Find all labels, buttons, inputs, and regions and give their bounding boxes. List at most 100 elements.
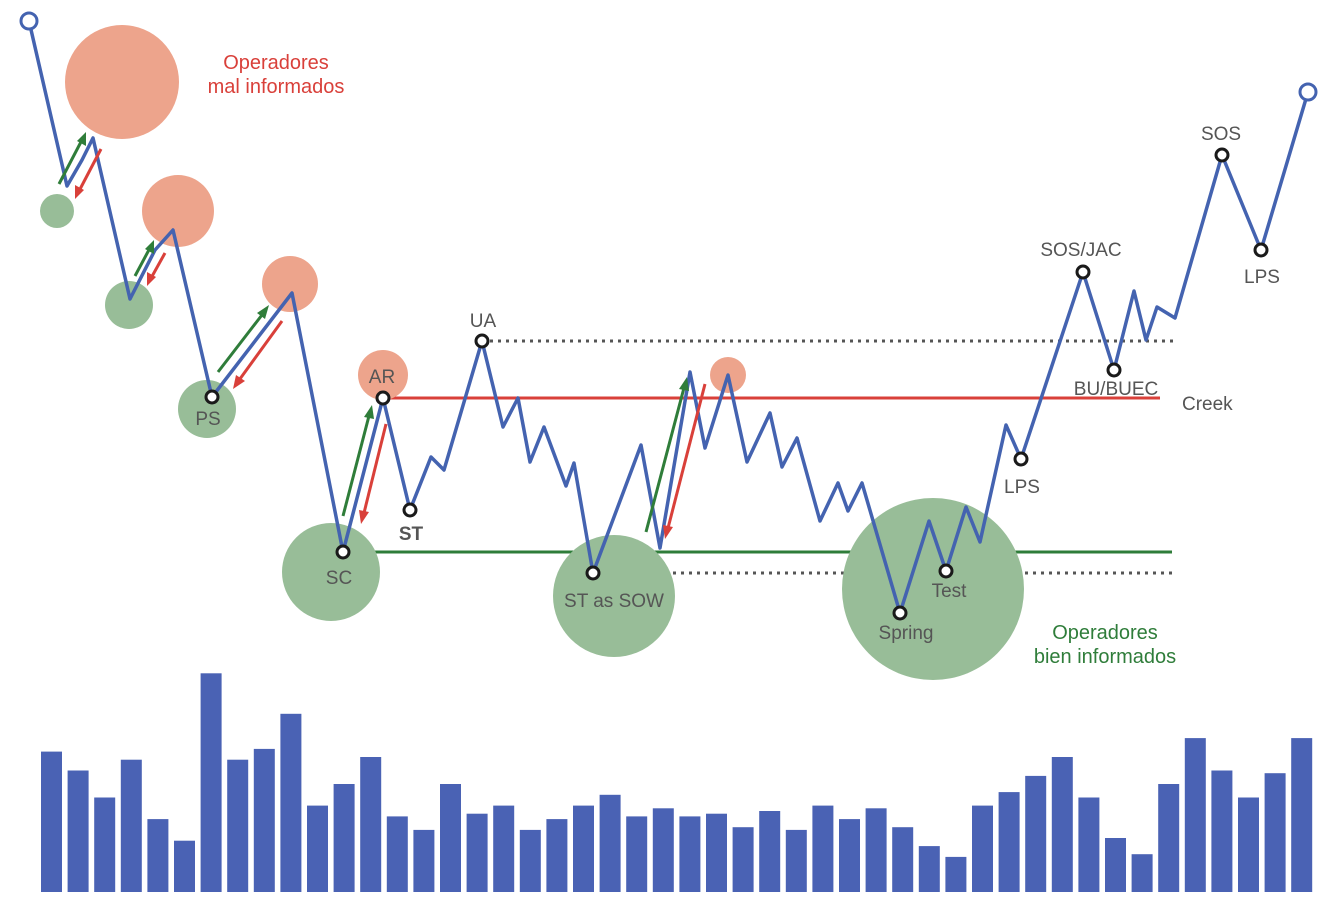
volume-bar	[120, 759, 142, 892]
volume-bar	[147, 819, 169, 892]
volume-bar	[1158, 784, 1180, 892]
volume-bar	[732, 827, 754, 892]
volume-bar	[227, 759, 249, 892]
uninformed-traders-line2: mal informados	[208, 76, 345, 98]
arrow-down-5	[663, 383, 707, 539]
informed-bubble-ps	[178, 380, 236, 438]
marker-ps	[204, 389, 220, 405]
marker-lps-2	[1253, 242, 1269, 258]
uninformed-bubble-ps	[262, 256, 318, 312]
volume-bar	[945, 856, 967, 892]
volume-bar	[41, 751, 62, 892]
marker-ar	[375, 390, 391, 406]
volume-bar	[307, 805, 328, 892]
volume-bar	[360, 757, 382, 892]
label-lps-2: LPS	[1244, 267, 1280, 288]
marker-test	[938, 563, 954, 579]
volume-bar	[94, 797, 116, 892]
informed-bubble-st-sow	[553, 535, 675, 657]
volume-bar	[174, 840, 195, 892]
volume-bar	[1051, 757, 1073, 892]
label-spring: Spring	[879, 623, 934, 644]
volume-bar	[1105, 838, 1126, 892]
volume-bar	[573, 805, 594, 892]
volume-bar	[493, 805, 515, 892]
label-ua: UA	[470, 311, 497, 332]
volume-bar	[812, 805, 834, 892]
volume-bar	[386, 816, 408, 892]
volume-bars	[41, 673, 1313, 892]
volume-bar	[652, 808, 674, 892]
informed-bubble-small	[40, 194, 74, 228]
label-st: ST	[399, 524, 424, 545]
arrow-down-1	[75, 148, 103, 199]
informed-traders-line2: bien informados	[1034, 646, 1176, 668]
label-bu-buec: BU/BUEC	[1074, 379, 1158, 400]
marker-sos	[1214, 147, 1230, 163]
volume-bar	[998, 792, 1020, 892]
uninformed-bubble-medium	[142, 175, 214, 247]
volume-bar	[892, 827, 914, 892]
volume-bar	[333, 784, 355, 892]
volume-bar	[1238, 797, 1259, 892]
informed-bubble-spring	[842, 498, 1024, 680]
informed-bubble-sc	[282, 523, 380, 621]
arrow-down-3	[233, 320, 284, 389]
arrow-down-2	[147, 252, 167, 286]
arrow-up-5	[644, 377, 689, 533]
volume-bar	[466, 813, 488, 892]
volume-bar	[253, 748, 275, 892]
marker-bu-buec	[1106, 362, 1122, 378]
volume-bar	[839, 819, 860, 892]
uninformed-bubble-ar	[358, 350, 408, 400]
volume-bar	[599, 794, 621, 892]
volume-bar	[280, 713, 302, 892]
volume-bar	[626, 816, 648, 892]
volume-bar	[785, 829, 807, 892]
arrow-up-2	[133, 240, 154, 277]
label-sos-jac: SOS/JAC	[1040, 240, 1121, 261]
informed-traders-line1: Operadores	[1052, 622, 1158, 644]
marker-st	[402, 502, 418, 518]
label-ps: PS	[195, 409, 220, 430]
label-ar: AR	[369, 367, 395, 388]
volume-bar	[759, 811, 781, 892]
volume-bar	[706, 813, 727, 892]
volume-bar	[440, 784, 461, 892]
volume-bar	[546, 819, 568, 892]
volume-bar	[413, 829, 435, 892]
uninformed-traders-line1: Operadores	[223, 52, 329, 74]
marker-st-sow	[585, 565, 601, 581]
arrow-up-3	[216, 305, 269, 373]
volume-bar	[200, 673, 222, 892]
label-st-sow: ST as SOW	[564, 591, 664, 612]
uninformed-bubble-large	[65, 25, 179, 139]
volume-bar	[1291, 738, 1313, 892]
arrow-up-1	[57, 132, 86, 185]
price-path	[27, 20, 1310, 615]
volume-bar	[1025, 775, 1047, 892]
volume-bar	[1078, 797, 1100, 892]
volume-bar	[918, 846, 940, 892]
volume-bar	[1184, 738, 1206, 892]
label-sc: SC	[326, 568, 352, 589]
arrow-down-4	[359, 423, 388, 524]
volume-bar	[972, 805, 993, 892]
volume-bar	[1211, 770, 1233, 892]
path-end-point	[1298, 82, 1318, 102]
path-start-point	[19, 11, 39, 31]
volume-bar	[519, 829, 541, 892]
volume-bar	[1264, 773, 1286, 892]
volume-bar	[679, 816, 701, 892]
marker-sos-jac	[1075, 264, 1091, 280]
marker-lps-1	[1013, 451, 1029, 467]
label-creek: Creek	[1182, 394, 1233, 415]
label-sos: SOS	[1201, 124, 1241, 145]
marker-ua	[474, 333, 490, 349]
arrow-up-4	[341, 405, 374, 517]
marker-sc	[335, 544, 351, 560]
label-test: Test	[932, 581, 968, 602]
marker-spring	[892, 605, 908, 621]
volume-bar	[1131, 854, 1153, 892]
